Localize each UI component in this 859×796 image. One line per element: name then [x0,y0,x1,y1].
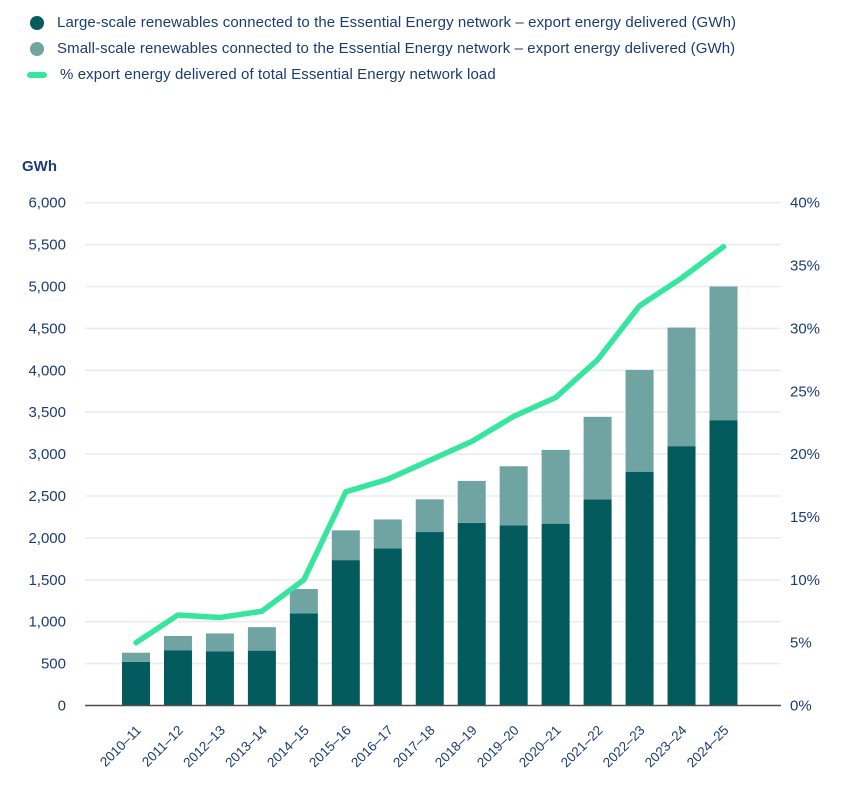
left-axis-tick-label: 6,000 [28,195,66,212]
bar-small-scale [289,589,318,614]
x-axis-tick-label: 2013–14 [222,722,270,770]
bar-small-scale [373,519,402,549]
bar-small-scale [625,369,654,472]
bar-large-scale [331,560,360,706]
bar-large-scale [625,471,654,706]
x-axis-tick-label: 2017–18 [390,723,438,771]
bar-large-scale [373,548,402,706]
bar-small-scale [163,635,192,651]
x-axis-tick-label: 2019–20 [474,723,522,771]
percent-export-line [133,243,727,646]
bar-small-scale [205,633,234,652]
legend-item-large-scale: Large-scale renewables connected to the … [30,14,736,31]
x-axis-tick-label: 2022–23 [600,723,648,771]
left-axis-tick-label: 4,000 [28,362,66,379]
right-axis-tick-label: 0% [790,698,812,715]
bar-small-scale [709,286,738,421]
bar-small-scale [583,416,612,500]
bar-large-scale [583,499,612,706]
bar-small-scale [499,466,528,526]
bar-large-scale [122,661,150,706]
left-axis-tick-label: 2,000 [28,530,66,547]
bar-large-scale [163,650,192,706]
legend: Large-scale renewables connected to the … [27,14,736,83]
right-axis-tick-label: 20% [790,446,820,463]
right-axis-tick-label: 35% [790,258,820,275]
right-axis-tick-label: 30% [790,320,820,337]
legend-item-percent-line: % export energy delivered of total Essen… [27,66,736,83]
legend-marker-small-scale [30,41,44,56]
x-axis-tick-label: 2023–24 [642,722,690,770]
right-axis-tick-label: 10% [790,572,820,589]
right-axis-tick-label: 5% [790,635,812,652]
bar-small-scale [457,480,486,523]
left-axis-tick-label: 4,500 [28,320,66,337]
x-axis-tick-label: 2024–25 [684,723,732,771]
x-axis-tick-label: 2016–17 [348,723,396,771]
left-axis-tick-label: 0 [58,698,66,715]
bar-large-scale [541,523,570,706]
bar-small-scale [415,499,444,533]
x-axis-tick-label: 2018–19 [432,723,480,771]
bar-small-scale [247,627,276,651]
x-axis-tick-label: 2014–15 [264,723,312,771]
bar-large-scale [205,651,234,706]
bar-large-scale [415,532,444,706]
left-axis-tick-label: 1,000 [28,614,66,631]
legend-label-percent-line: % export energy delivered of total Essen… [60,66,496,83]
x-axis-tick-label: 2011–12 [139,723,186,770]
left-axis-tick-label: 2,500 [28,488,66,505]
x-axis-tick-label: 2015–16 [306,723,354,771]
left-axis-tick-label: 500 [41,656,66,673]
bar-small-scale [331,530,360,561]
left-axis-title: GWh [22,158,57,175]
bar-small-scale [667,327,696,447]
legend-marker-large-scale [30,15,44,30]
bar-large-scale [499,525,528,706]
bar-large-scale [709,420,738,706]
bar-large-scale [457,522,486,706]
bar-large-scale [289,613,318,706]
right-axis-tick-label: 40% [790,195,820,212]
bar-small-scale [541,449,570,524]
bar-small-scale [122,652,150,662]
left-axis-tick-label: 5,500 [28,237,66,254]
right-axis-tick-label: 15% [790,509,820,526]
left-axis-tick-label: 3,000 [28,446,66,463]
left-axis-tick-label: 3,500 [28,404,66,421]
left-axis-tick-label: 5,000 [28,279,66,296]
legend-item-small-scale: Small-scale renewables connected to the … [30,40,736,57]
legend-label-small-scale: Small-scale renewables connected to the … [57,40,736,57]
x-axis-tick-label: 2020–21 [516,723,564,771]
x-axis-tick-label: 2010–11 [97,723,144,770]
x-axis-tick-label: 2021–22 [558,723,606,771]
legend-marker-percent-line [27,71,47,78]
legend-label-large-scale: Large-scale renewables connected to the … [57,14,737,31]
left-axis-tick-label: 1,500 [28,572,66,589]
bar-large-scale [247,650,276,706]
bar-large-scale [667,446,696,706]
right-axis-tick-label: 25% [790,383,820,400]
x-axis-tick-label: 2012–13 [180,723,228,771]
